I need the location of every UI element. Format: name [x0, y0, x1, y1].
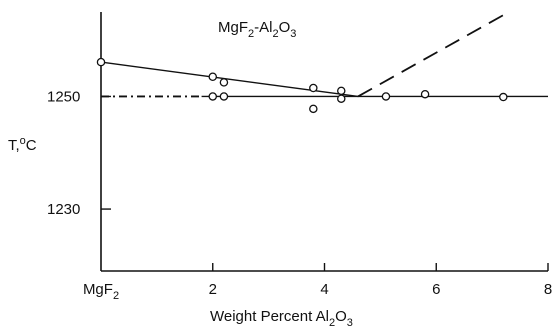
data-point	[208, 72, 217, 82]
data-point	[337, 94, 346, 103]
data-point	[309, 104, 318, 114]
data-point	[337, 86, 346, 96]
data-point	[219, 92, 229, 101]
y-tick-label: 1230	[47, 201, 80, 218]
x-axis-title: Weight Percent Al2O3	[210, 308, 353, 329]
data-point	[208, 92, 217, 101]
x-tick-label: MgF2	[83, 281, 119, 302]
data-point	[219, 78, 229, 87]
data-point	[309, 83, 318, 93]
data-point	[381, 92, 391, 101]
x-tick-label: 4	[320, 281, 328, 298]
solid-line	[100, 61, 359, 98]
y-tick-label: 1250	[47, 88, 80, 105]
y-axis-title: T,oC	[8, 135, 37, 154]
points-layer	[96, 57, 508, 114]
data-point	[96, 57, 106, 67]
x-tick-label: 6	[432, 281, 440, 298]
dashed-line	[357, 11, 510, 98]
data-point	[499, 92, 508, 102]
x-tick-label: 8	[544, 281, 552, 298]
x-tick-label: 2	[209, 281, 217, 298]
lines-layer	[100, 11, 548, 98]
data-point	[420, 89, 430, 99]
chart-title: MgF2-Al2O3	[218, 19, 296, 40]
ticks-layer: MgF2 2 4 6 8 1250 1230	[47, 88, 552, 302]
